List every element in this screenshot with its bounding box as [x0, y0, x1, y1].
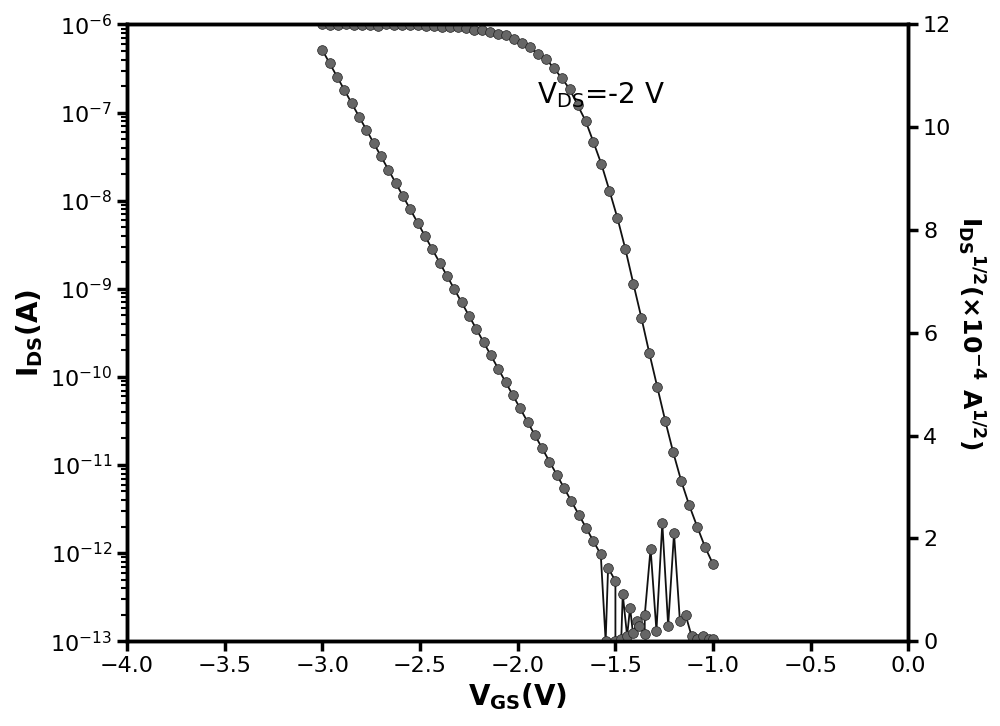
Text: V$_{\mathregular{DS}}$=-2 V: V$_{\mathregular{DS}}$=-2 V: [537, 80, 665, 110]
X-axis label: V$_{\mathregular{GS}}$(V): V$_{\mathregular{GS}}$(V): [468, 681, 567, 712]
Y-axis label: I$_{\mathregular{DS}}$(A): I$_{\mathregular{DS}}$(A): [14, 289, 45, 377]
Y-axis label: I$_{\mathregular{DS}}$$^{\mathregular{1/2}}$(×10$^{\mathregular{-4}}$ A$^{\mathr: I$_{\mathregular{DS}}$$^{\mathregular{1/…: [955, 216, 986, 449]
